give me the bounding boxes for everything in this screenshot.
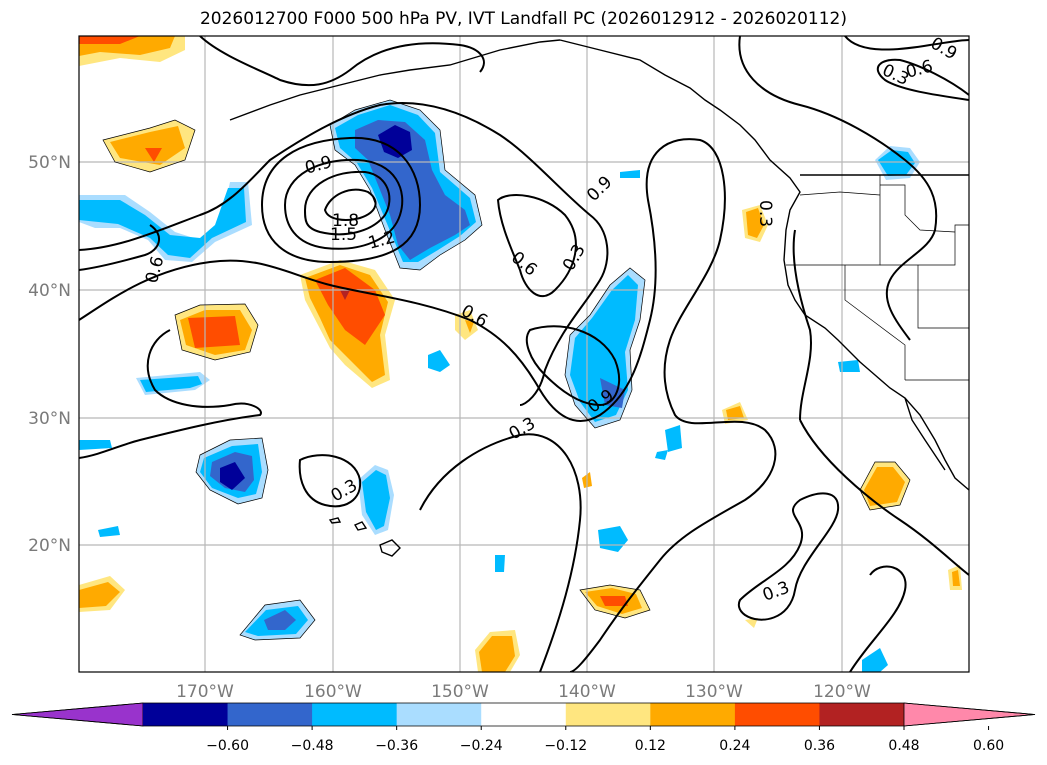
colorbar-extend-high: [903, 702, 1036, 727]
colorbar-label: 0.12: [635, 738, 666, 754]
map-content: 0.9 1.8 1.5 1.2 0.9 0.6 0.3 0.6 0.6 0.9 …: [79, 36, 969, 672]
colorbar-cell: [396, 703, 482, 726]
lat-label-30n: 30°N: [28, 409, 71, 429]
colorbar-cell: [650, 703, 736, 726]
colorbar-extend-low: [11, 702, 144, 727]
shading-outlines: [102, 99, 911, 641]
colorbar-frame: [11, 702, 1036, 727]
colorbar-cell: [143, 703, 229, 726]
lon-label-170w: 170°W: [176, 682, 234, 702]
colorbar: −0.60 −0.48 −0.36 −0.24 −0.12 0.12 0.24 0.36 0.4…: [11, 702, 1036, 754]
colorbar-cell: [312, 703, 398, 726]
colorbar-label: −0.48: [291, 738, 334, 754]
lon-label-140w: 140°W: [558, 682, 616, 702]
colorbar-label: 0.48: [888, 738, 919, 754]
colorbar-cell: [227, 703, 313, 726]
contour-label: 0.3: [755, 200, 775, 227]
colorbar-label: 0.36: [804, 738, 835, 754]
contour-label: 1.5: [330, 225, 357, 245]
colorbar-label: 0.60: [973, 738, 1004, 754]
colorbar-labels: −0.60 −0.48 −0.36 −0.24 −0.12 0.12 0.24 0.36 0.4…: [206, 726, 1004, 754]
map-title: 2026012700 F000 500 hPa PV, IVT Landfall…: [199, 9, 847, 29]
lon-label-130w: 130°W: [685, 682, 743, 702]
gridlines: [79, 36, 969, 672]
colorbar-cell: [481, 703, 567, 726]
pv-contours: [79, 36, 969, 672]
state-borders: [786, 175, 969, 381]
coastlines: [229, 39, 969, 557]
lon-label-160w: 160°W: [304, 682, 362, 702]
colorbar-label: −0.12: [544, 738, 587, 754]
colorbar-label: −0.24: [460, 738, 503, 754]
colorbar-label: 0.24: [719, 738, 750, 754]
contour-label: 1.8: [332, 211, 359, 231]
colorbar-cell: [819, 703, 905, 726]
colorbar-cell: [565, 703, 651, 726]
colorbar-label: −0.36: [375, 738, 418, 754]
colorbar-cells: [11, 702, 1036, 727]
lat-label-40n: 40°N: [28, 281, 71, 301]
colorbar-cell: [734, 703, 820, 726]
lat-label-20n: 20°N: [28, 536, 71, 556]
lat-label-50n: 50°N: [28, 153, 71, 173]
map-frame: [78, 35, 970, 673]
lon-label-120w: 120°W: [813, 682, 871, 702]
colorbar-label: −0.60: [206, 738, 249, 754]
longitude-labels: 170°W 160°W 150°W 140°W 130°W 120°W: [176, 682, 871, 702]
latitude-labels: 50°N 40°N 30°N 20°N: [28, 153, 71, 556]
lon-label-150w: 150°W: [431, 682, 489, 702]
